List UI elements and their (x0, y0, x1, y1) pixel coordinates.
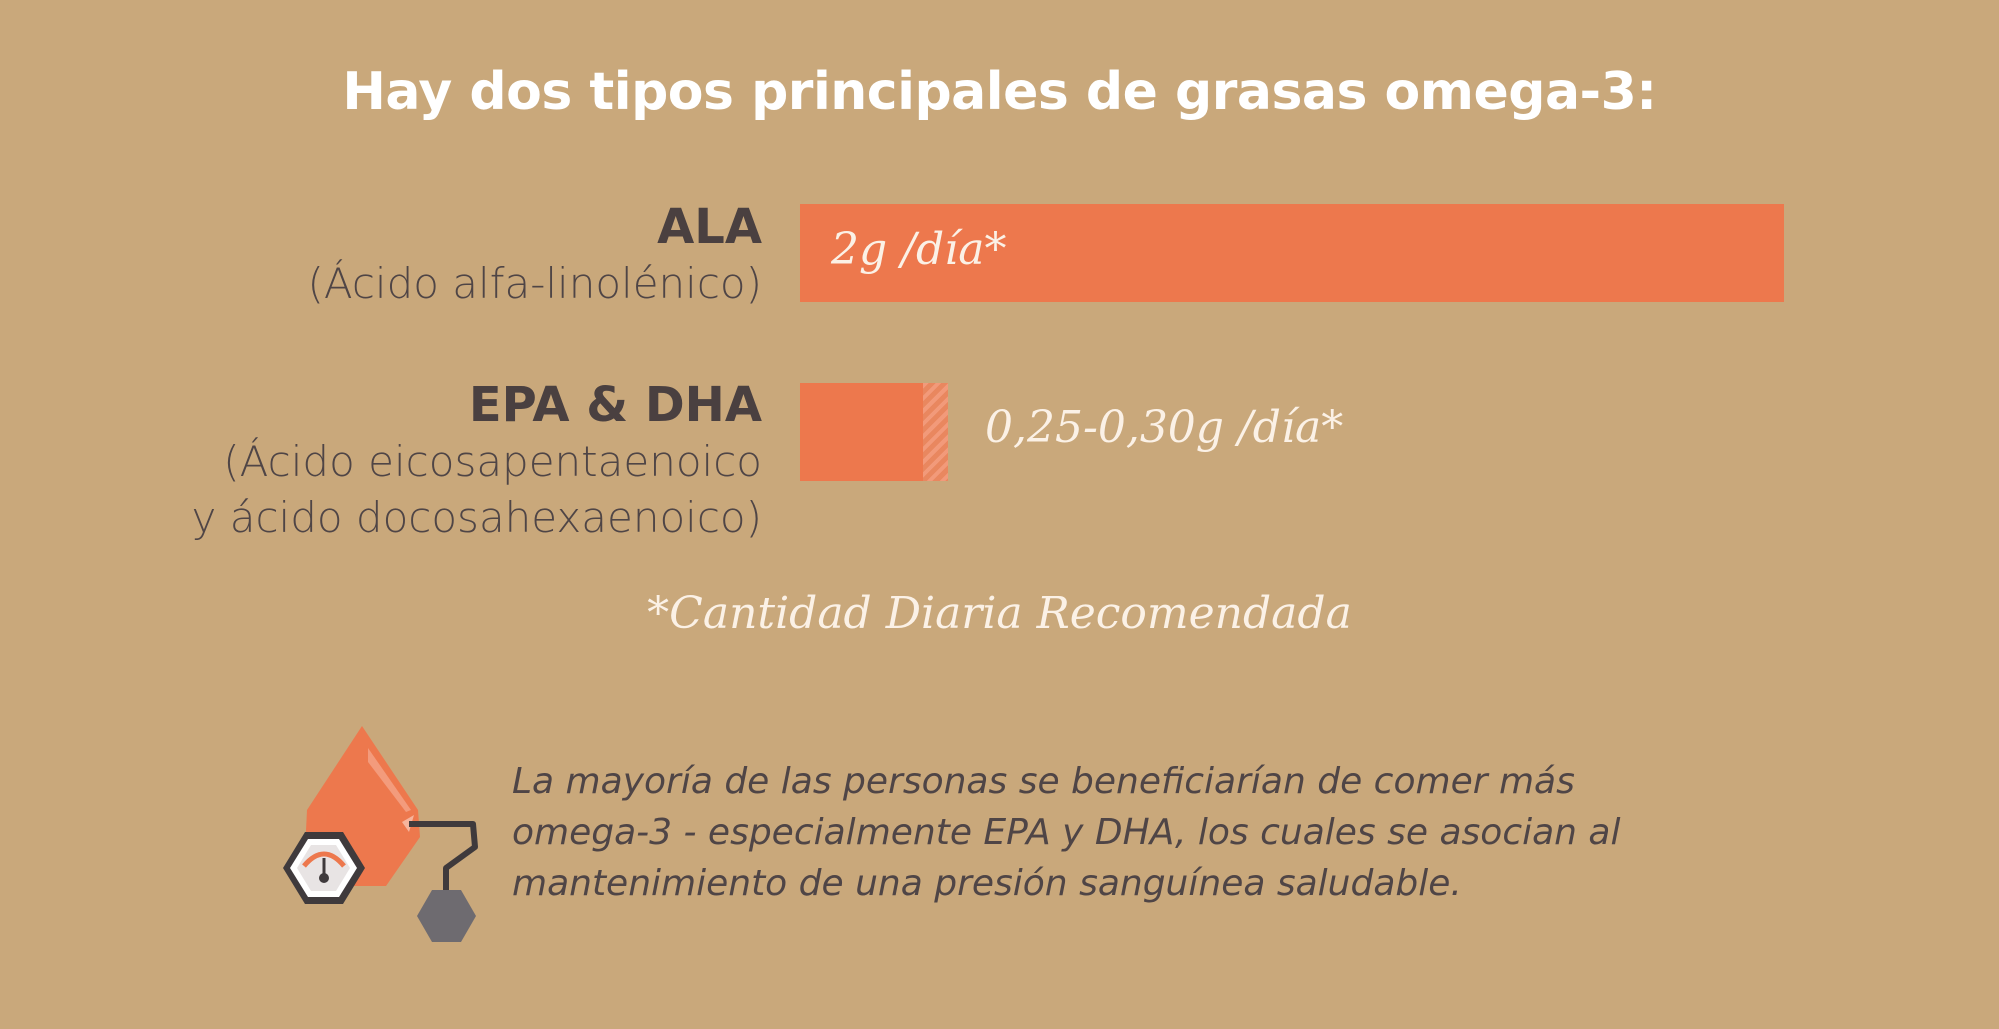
note-line-3: mantenimiento de una presión sanguínea s… (512, 863, 1462, 904)
note-line-2: omega-3 - especialmente EPA y DHA, los c… (512, 812, 1621, 853)
epa-dha-full-name-line-1: (Ácido eicosapentaenoico (223, 437, 762, 486)
epa-dha-range-extension (923, 383, 948, 481)
note-line-1: La mayoría de las personas se beneficiar… (512, 761, 1575, 802)
ala-full-name: (Ácido alfa-linolénico) (307, 259, 762, 308)
chart-title: Hay dos tipos principales de grasas omeg… (342, 62, 1657, 122)
note-text: La mayoría de las personas se beneficiar… (512, 756, 1812, 909)
ala-label: ALA (Ácido alfa-linolénico) (307, 198, 762, 312)
blood-pressure-drop-icon (268, 722, 488, 957)
epa-dha-bar-track (800, 383, 1784, 481)
footnote: *Cantidad Diaria Recomendada (647, 588, 1352, 639)
ala-code: ALA (657, 199, 762, 255)
epa-dha-code: EPA & DHA (468, 377, 762, 433)
ala-bar (800, 204, 1784, 302)
epa-dha-label: EPA & DHA (Ácido eicosapentaenoico y áci… (192, 376, 763, 546)
epa-dha-full-name-line-2: y ácido docosahexaenoico) (191, 493, 763, 542)
epa-dha-value-label: 0,25-0,30g /día* (985, 402, 1344, 453)
epa-dha-bar (800, 383, 923, 481)
ala-value-label: 2g /día* (831, 224, 1007, 275)
ala-bar-track (800, 204, 1784, 302)
